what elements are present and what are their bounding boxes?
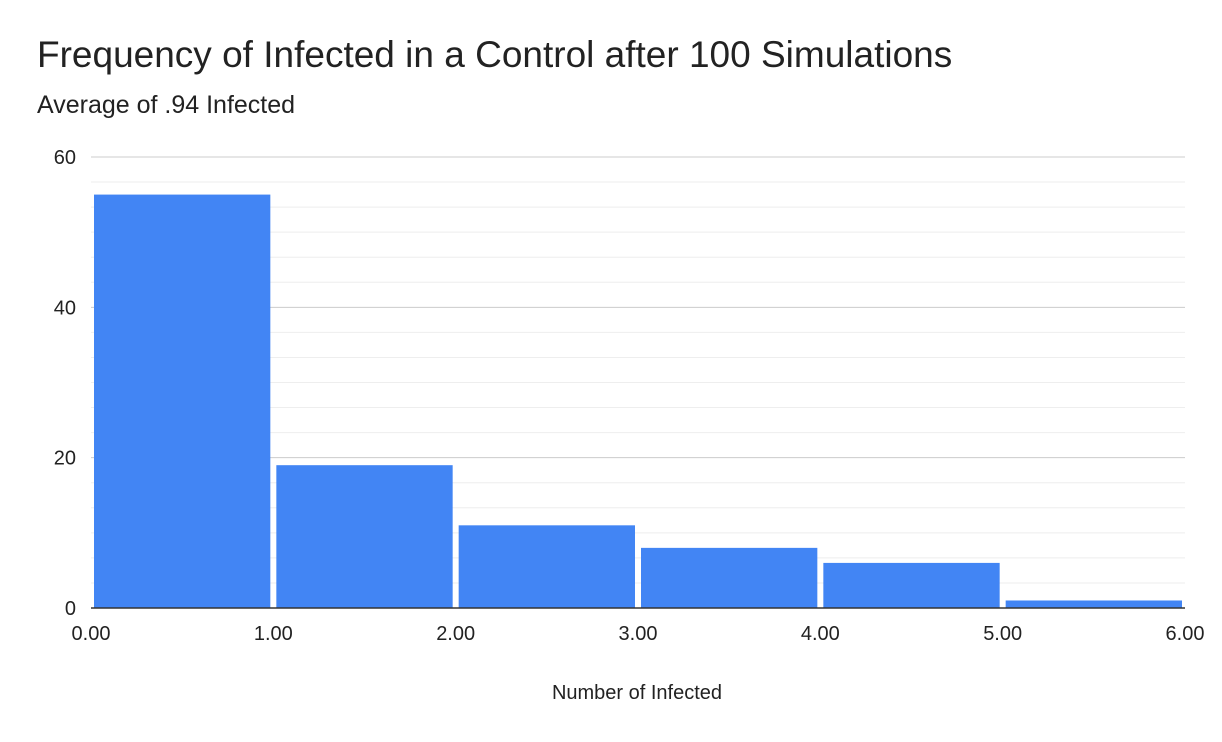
- x-tick-label: 3.00: [619, 623, 658, 645]
- x-tick-label: 1.00: [254, 623, 293, 645]
- chart-subtitle: Average of .94 Infected: [37, 91, 296, 119]
- x-tick-label: 4.00: [801, 623, 840, 645]
- y-tick-label: 40: [54, 297, 76, 319]
- x-tick-label: 6.00: [1166, 623, 1205, 645]
- x-axis-title: Number of Infected: [552, 682, 722, 704]
- histogram-bar: [1005, 600, 1182, 608]
- histogram-bar: [458, 525, 635, 608]
- axes: 0 20 40 60 0.00 1.00 2.00 3.00 4.00 5.00 6.00: [54, 147, 1205, 645]
- grid-lines: [91, 156, 1185, 584]
- y-tick-label: 0: [65, 598, 76, 620]
- histogram-bar: [94, 194, 271, 609]
- histogram-bar: [276, 465, 453, 608]
- chart-title: Frequency of Infected in a Control after…: [37, 34, 953, 75]
- histogram-bar: [641, 547, 818, 608]
- y-tick-label: 20: [54, 448, 76, 470]
- x-tick-label: 5.00: [983, 623, 1022, 645]
- histogram-bar: [823, 562, 1000, 608]
- x-tick-label: 2.00: [436, 623, 475, 645]
- y-tick-label: 60: [54, 147, 76, 169]
- bars: [94, 194, 1182, 609]
- x-tick-label: 0.00: [72, 623, 111, 645]
